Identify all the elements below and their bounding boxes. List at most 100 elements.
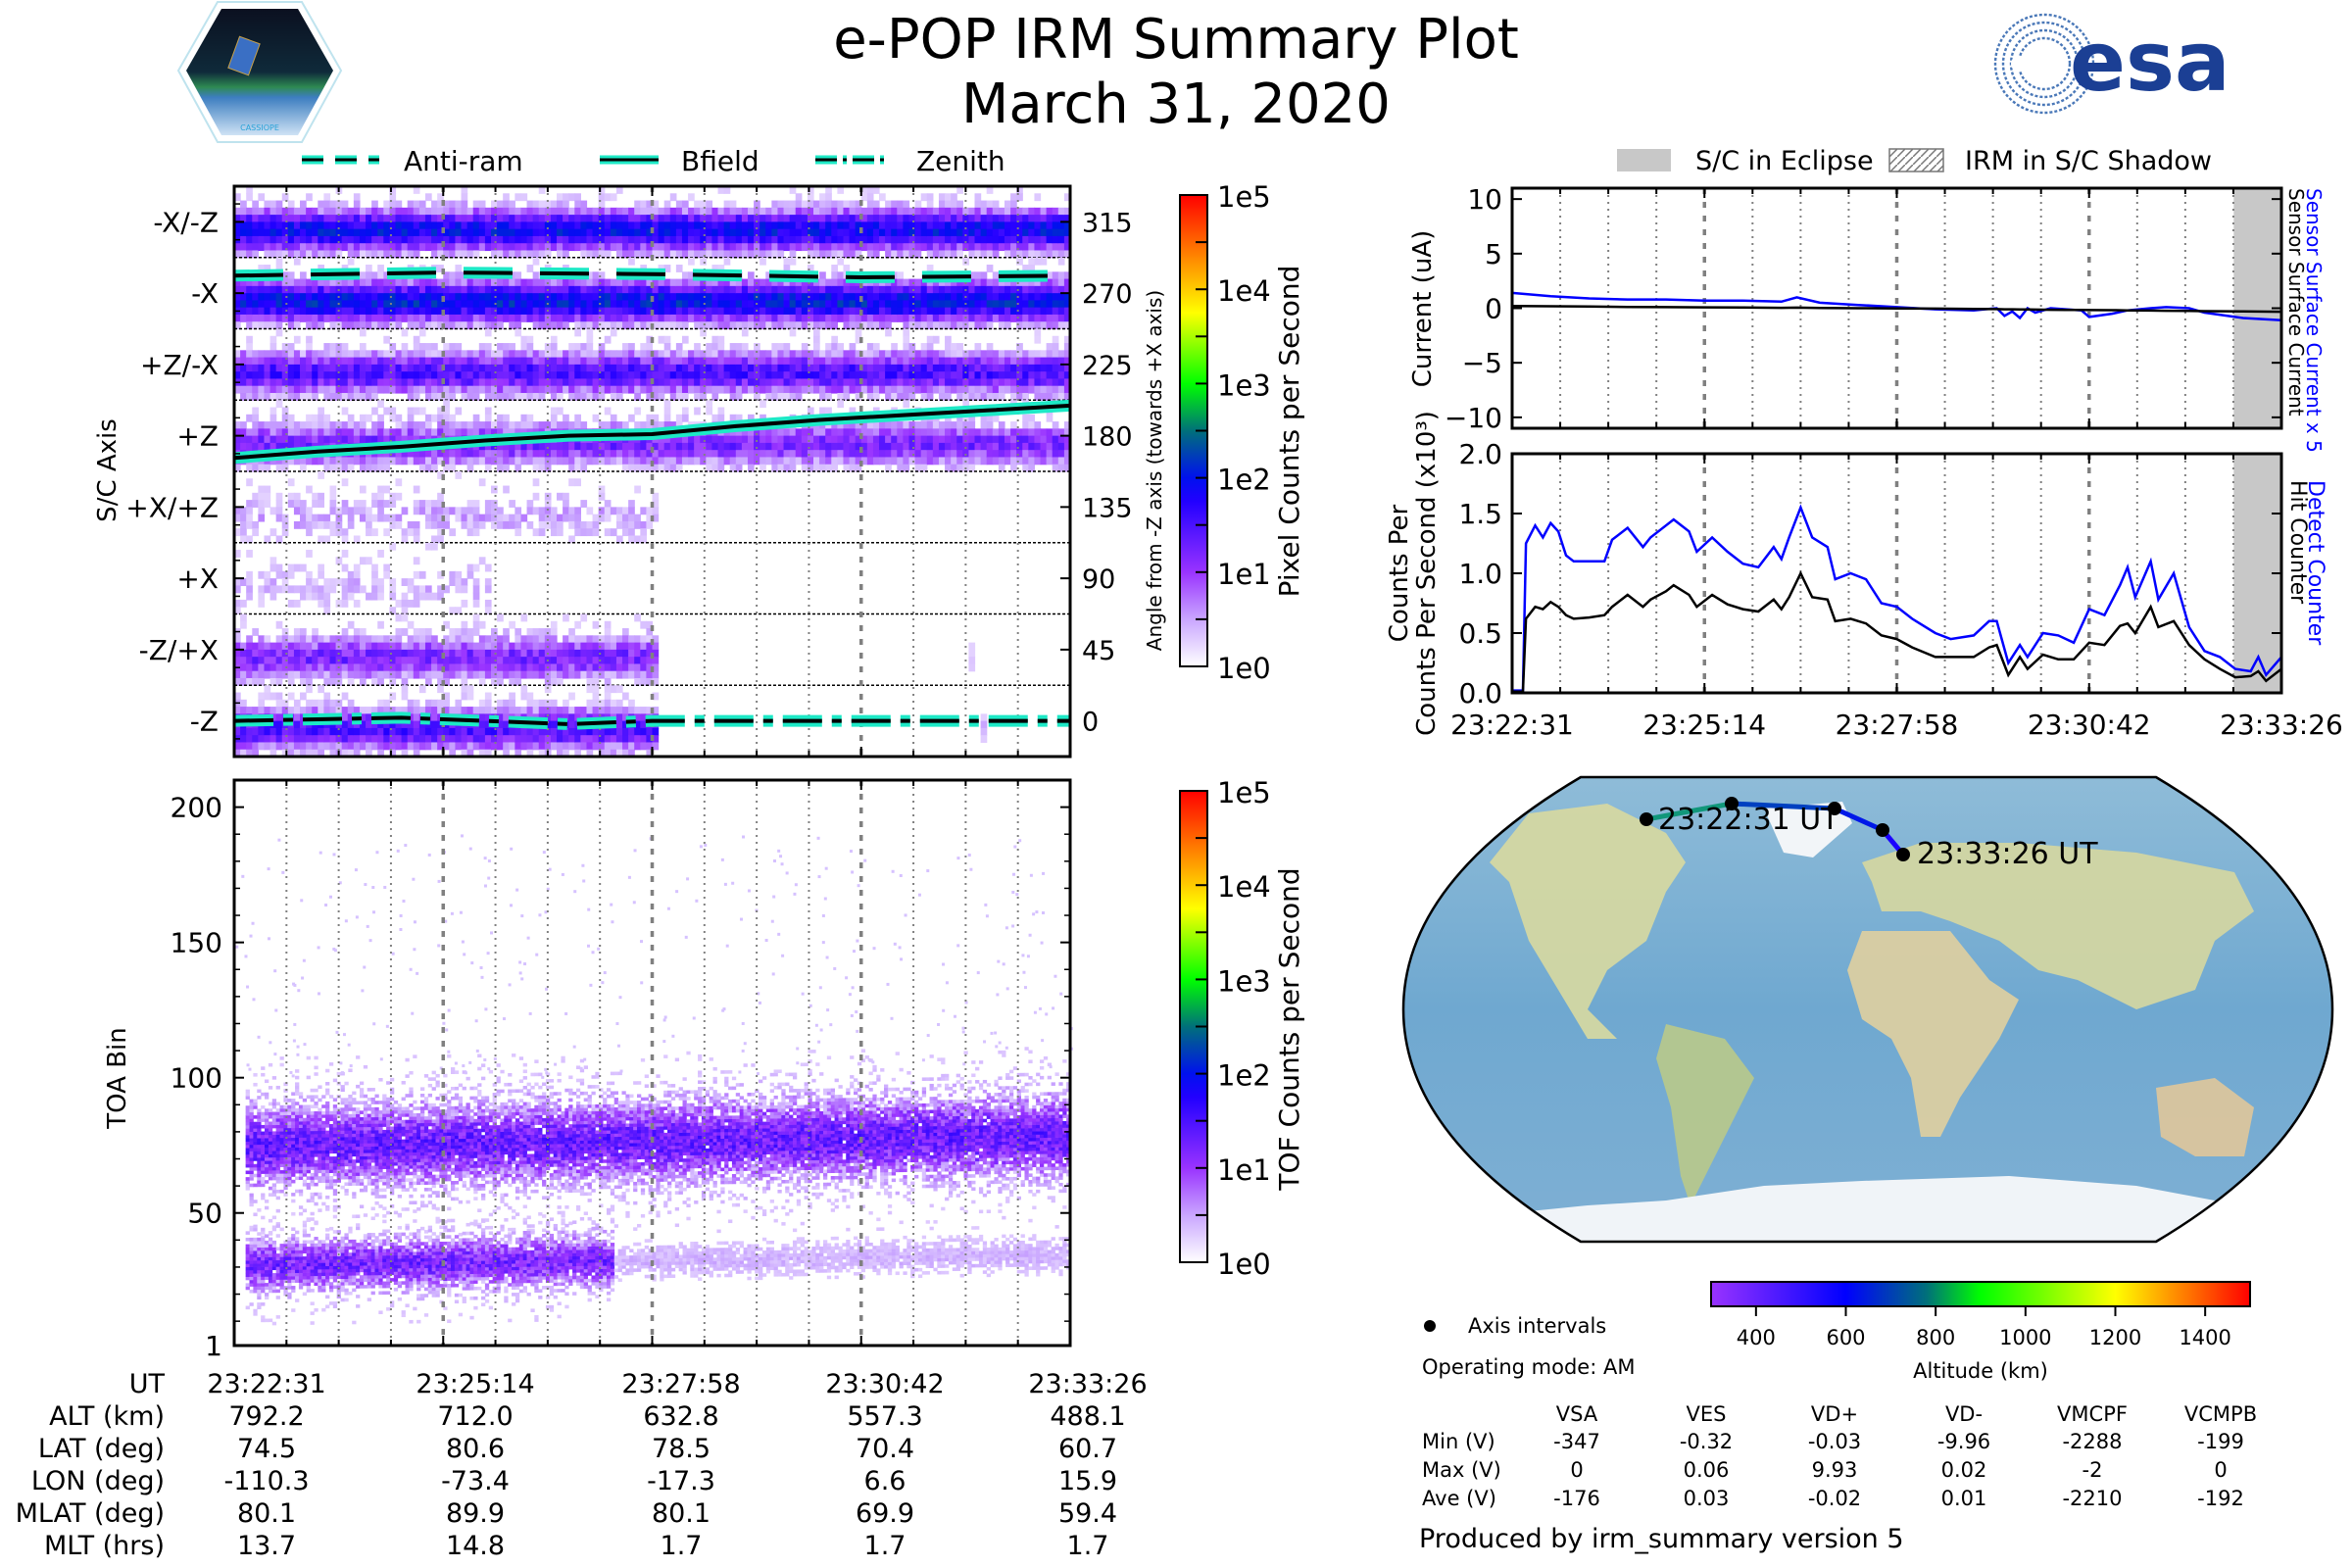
- spectrogram-cell: [831, 450, 838, 459]
- spectrogram-cell: [341, 350, 349, 359]
- spectrogram-cell: [258, 507, 266, 515]
- spectrogram-cell: [1046, 450, 1054, 459]
- spectrogram-cell: [526, 500, 534, 508]
- spectrogram-cell: [329, 215, 337, 222]
- spectrogram-cell: [377, 228, 384, 237]
- spectrogram-cell: [258, 657, 266, 665]
- spectrogram-cell: [628, 250, 635, 259]
- spectrogram-cell: [377, 649, 384, 658]
- spectrogram-cell: [234, 385, 241, 394]
- spectrogram-cell: [389, 663, 397, 672]
- spectrogram-cell: [418, 570, 426, 579]
- spectrogram-cell: [490, 200, 498, 209]
- spectrogram-cell: [437, 385, 444, 394]
- spectrogram-cell: [694, 300, 701, 309]
- spectrogram-cell: [640, 450, 648, 459]
- spectrogram-cell: [652, 421, 660, 429]
- spectrogram-cell: [615, 520, 623, 529]
- spectrogram-cell: [706, 407, 713, 416]
- spectrogram-cell: [318, 520, 324, 529]
- spectrogram-cell: [509, 314, 515, 322]
- spectrogram-cell: [472, 364, 480, 372]
- spectrogram-cell: [353, 300, 361, 309]
- spectrogram-cell: [819, 228, 826, 237]
- spectrogram-cell: [938, 307, 946, 316]
- spectrogram-cell: [520, 221, 528, 230]
- spectrogram-cell: [318, 364, 324, 372]
- spectrogram-cell: [437, 514, 444, 522]
- esa-logo-icon: esa: [1993, 13, 2230, 115]
- spectrogram-cell: [335, 599, 343, 608]
- spectrogram-cell: [974, 300, 982, 309]
- spectrogram-cell: [825, 293, 832, 301]
- spectrogram-cell: [252, 414, 259, 422]
- spectrogram-cell: [956, 428, 963, 437]
- spectrogram-cell: [760, 364, 766, 372]
- spectrogram-cell: [574, 228, 581, 237]
- spectrogram-cell: [640, 200, 648, 209]
- spectrogram-cell: [765, 215, 772, 222]
- spectrogram-cell: [503, 293, 510, 301]
- spectrogram-cell: [992, 371, 1000, 380]
- spectrogram-cell: [347, 300, 355, 309]
- spectrogram-cell: [855, 200, 862, 209]
- spectrogram-cell: [1040, 228, 1048, 237]
- spectrogram-cell: [735, 243, 743, 252]
- spectrogram-cell: [258, 635, 266, 644]
- spectrogram-cell: [604, 307, 612, 316]
- spectrogram-cell: [1010, 215, 1017, 222]
- spectrogram-cell: [532, 528, 540, 537]
- spectrogram-cell: [897, 307, 904, 316]
- spectrogram-cell: [395, 520, 403, 529]
- spectrogram-cell: [634, 200, 641, 209]
- spectrogram-cell: [437, 228, 444, 237]
- spectrogram-cell: [962, 215, 970, 222]
- spectrogram-cell: [418, 592, 426, 601]
- spectrogram-cell: [855, 421, 862, 429]
- spectrogram-cell: [318, 407, 324, 416]
- spectrogram-cell: [389, 607, 397, 615]
- spectrogram-cell: [813, 371, 820, 380]
- spectrogram-cell: [663, 307, 671, 316]
- spectrogram-cell: [634, 385, 641, 394]
- spectrogram-cell: [951, 314, 957, 322]
- spectrogram-cell: [377, 485, 384, 494]
- spectrogram-cell: [777, 215, 785, 222]
- spectrogram-cell: [270, 364, 277, 372]
- spectrogram-cell: [1028, 285, 1036, 294]
- spectrogram-cell: [807, 378, 814, 387]
- spectrogram-cell: [389, 314, 397, 322]
- spectrogram-cell: [669, 364, 677, 372]
- spectrogram-cell: [819, 207, 826, 216]
- spectrogram-cell: [777, 207, 785, 216]
- spectrogram-cell: [1028, 250, 1036, 259]
- spectrogram-cell: [700, 392, 707, 401]
- spectrogram-cell: [819, 450, 826, 459]
- spectrogram-cell: [831, 221, 838, 230]
- spectrogram-cell: [264, 235, 271, 244]
- spectrogram-cell: [472, 392, 480, 401]
- spectrogram-cell: [897, 421, 904, 429]
- spectrogram-cell: [760, 321, 766, 330]
- spectrogram-cell: [293, 435, 301, 444]
- spectrogram-cell: [866, 186, 874, 194]
- spectrogram-cell: [424, 243, 432, 252]
- spectrogram-cell: [694, 250, 701, 259]
- spectrogram-cell: [466, 564, 474, 572]
- spectrogram-cell: [347, 642, 355, 651]
- spectrogram-cell: [992, 392, 1000, 401]
- spectrogram-cell: [598, 228, 606, 237]
- spectrogram-cell: [418, 670, 426, 679]
- spectrogram-cell: [974, 435, 982, 444]
- spectrogram-cell: [986, 357, 994, 366]
- spectrogram-cell: [431, 507, 438, 515]
- spectrogram-cell: [855, 314, 862, 322]
- spectrogram-cell: [1016, 378, 1023, 387]
- spectrogram-cell: [431, 520, 438, 529]
- spectrogram-cell: [514, 285, 522, 294]
- spectrogram-cell: [557, 314, 564, 322]
- spectrogram-cell: [795, 285, 803, 294]
- spectrogram-cell: [819, 357, 826, 366]
- spectrogram-cell: [807, 285, 814, 294]
- spectrogram-cell: [366, 221, 372, 230]
